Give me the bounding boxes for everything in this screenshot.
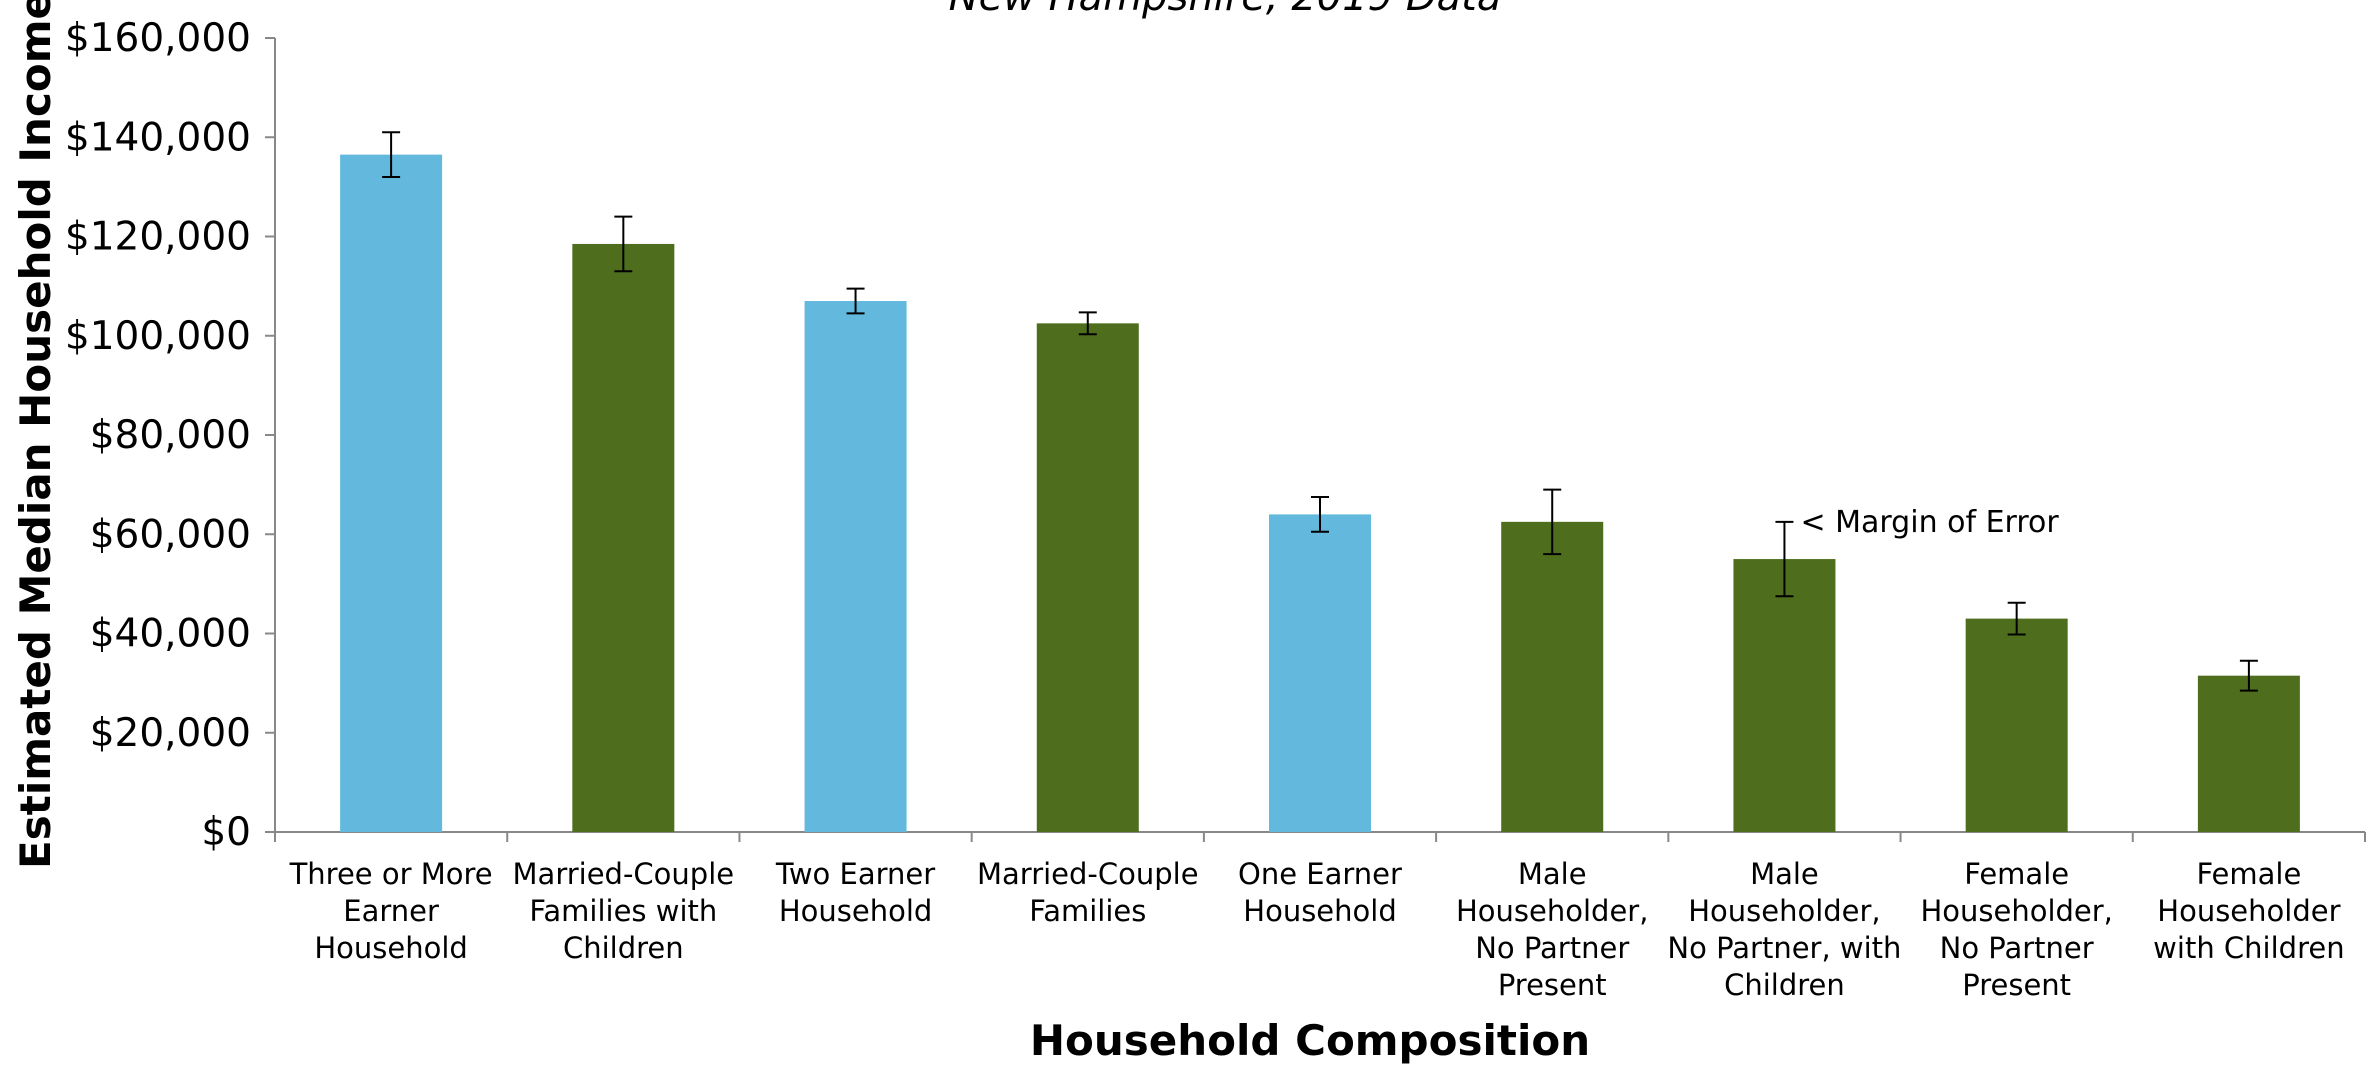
bars: [340, 154, 2300, 833]
category-label: Male Householder, No Partner Present: [1456, 857, 1648, 1002]
bar: [1965, 618, 2068, 832]
bar: [1501, 521, 1604, 832]
category-label: Married-Couple Families: [977, 857, 1199, 928]
y-tick-label: $100,000: [65, 314, 251, 359]
bar: [1269, 514, 1371, 832]
y-tick-label: $20,000: [90, 711, 251, 756]
category-label: Three or More Earner Household: [289, 857, 493, 965]
x-axis: [274, 831, 2366, 842]
category-label: Two Earner Household: [775, 857, 935, 928]
y-tick-label: $0: [201, 810, 251, 855]
bar: [1036, 323, 1139, 832]
y-tick-label: $40,000: [90, 612, 251, 657]
x-axis-title: Household Composition: [1030, 1016, 1590, 1065]
y-axis-title: Estimated Median Household Income: [11, 0, 60, 869]
margin-of-error-annotation: < Margin of Error: [1800, 505, 2059, 540]
bar: [340, 154, 443, 832]
bar: [572, 243, 675, 833]
y-tick-label: $120,000: [65, 215, 251, 260]
bar: [2197, 675, 2300, 832]
category-label: One Earner Household: [1238, 857, 1402, 928]
chart-subtitle: New Hampshire, 2019 Data: [949, 0, 1502, 20]
category-label: Married-Couple Families with Children: [513, 857, 735, 965]
y-tick-label: $80,000: [90, 413, 251, 458]
y-tick-label: $160,000: [65, 16, 251, 61]
category-label: Female Householder with Children: [2153, 857, 2344, 965]
y-tick-label: $140,000: [65, 115, 251, 160]
error-bars: [382, 131, 2258, 692]
bar: [804, 301, 907, 832]
y-axis: $0 $20,000 $40,000 $60,000 $80,000 $100,000 $1…: [65, 16, 276, 855]
y-tick-label: $60,000: [90, 512, 251, 557]
category-label: Female Householder, No Partner Present: [1920, 857, 2112, 1002]
bar: [1733, 559, 1836, 832]
category-label: Male Householder, No Partner, with Children: [1667, 857, 1901, 1002]
category-labels: Three or More Earner HouseholdMarried-Coup…: [289, 857, 2345, 1002]
